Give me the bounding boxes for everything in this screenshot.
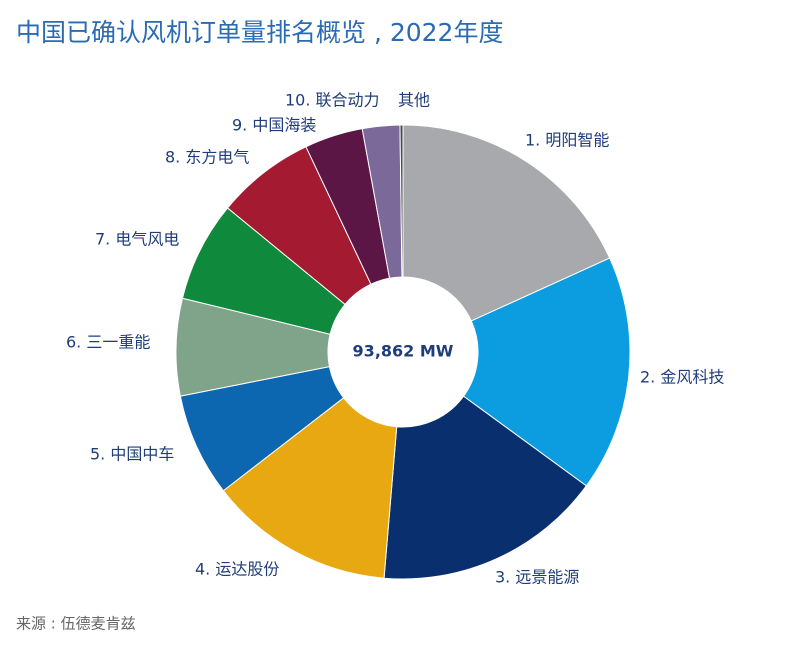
center-label: 93,862 MW [353, 342, 454, 361]
slice-label: 9. 中国海装 [232, 116, 316, 135]
donut-slice [402, 124, 611, 322]
slice-label: 8. 东方电气 [165, 148, 249, 167]
slice-label: 10. 联合动力 [285, 91, 380, 110]
slice-label: 7. 电气风电 [95, 230, 179, 249]
slice-label: 5. 中国中车 [90, 445, 174, 464]
slice-label: 4. 运达股份 [195, 560, 279, 579]
donut-slice [399, 124, 404, 278]
slice-label: 3. 远景能源 [495, 568, 579, 587]
source: 来源 : 伍德麦肯兹 [16, 615, 136, 633]
slice-label: 其他 [398, 91, 430, 110]
chart-title: 中国已确认风机订单量排名概览 , 2022年度 [16, 18, 503, 47]
donut-slice [462, 257, 631, 487]
slice-label: 6. 三一重能 [66, 333, 150, 352]
donut-slice [222, 397, 398, 579]
slice-label: 1. 明阳智能 [525, 131, 609, 150]
slice-label: 2. 金风科技 [640, 368, 724, 387]
donut-slice [383, 395, 588, 580]
